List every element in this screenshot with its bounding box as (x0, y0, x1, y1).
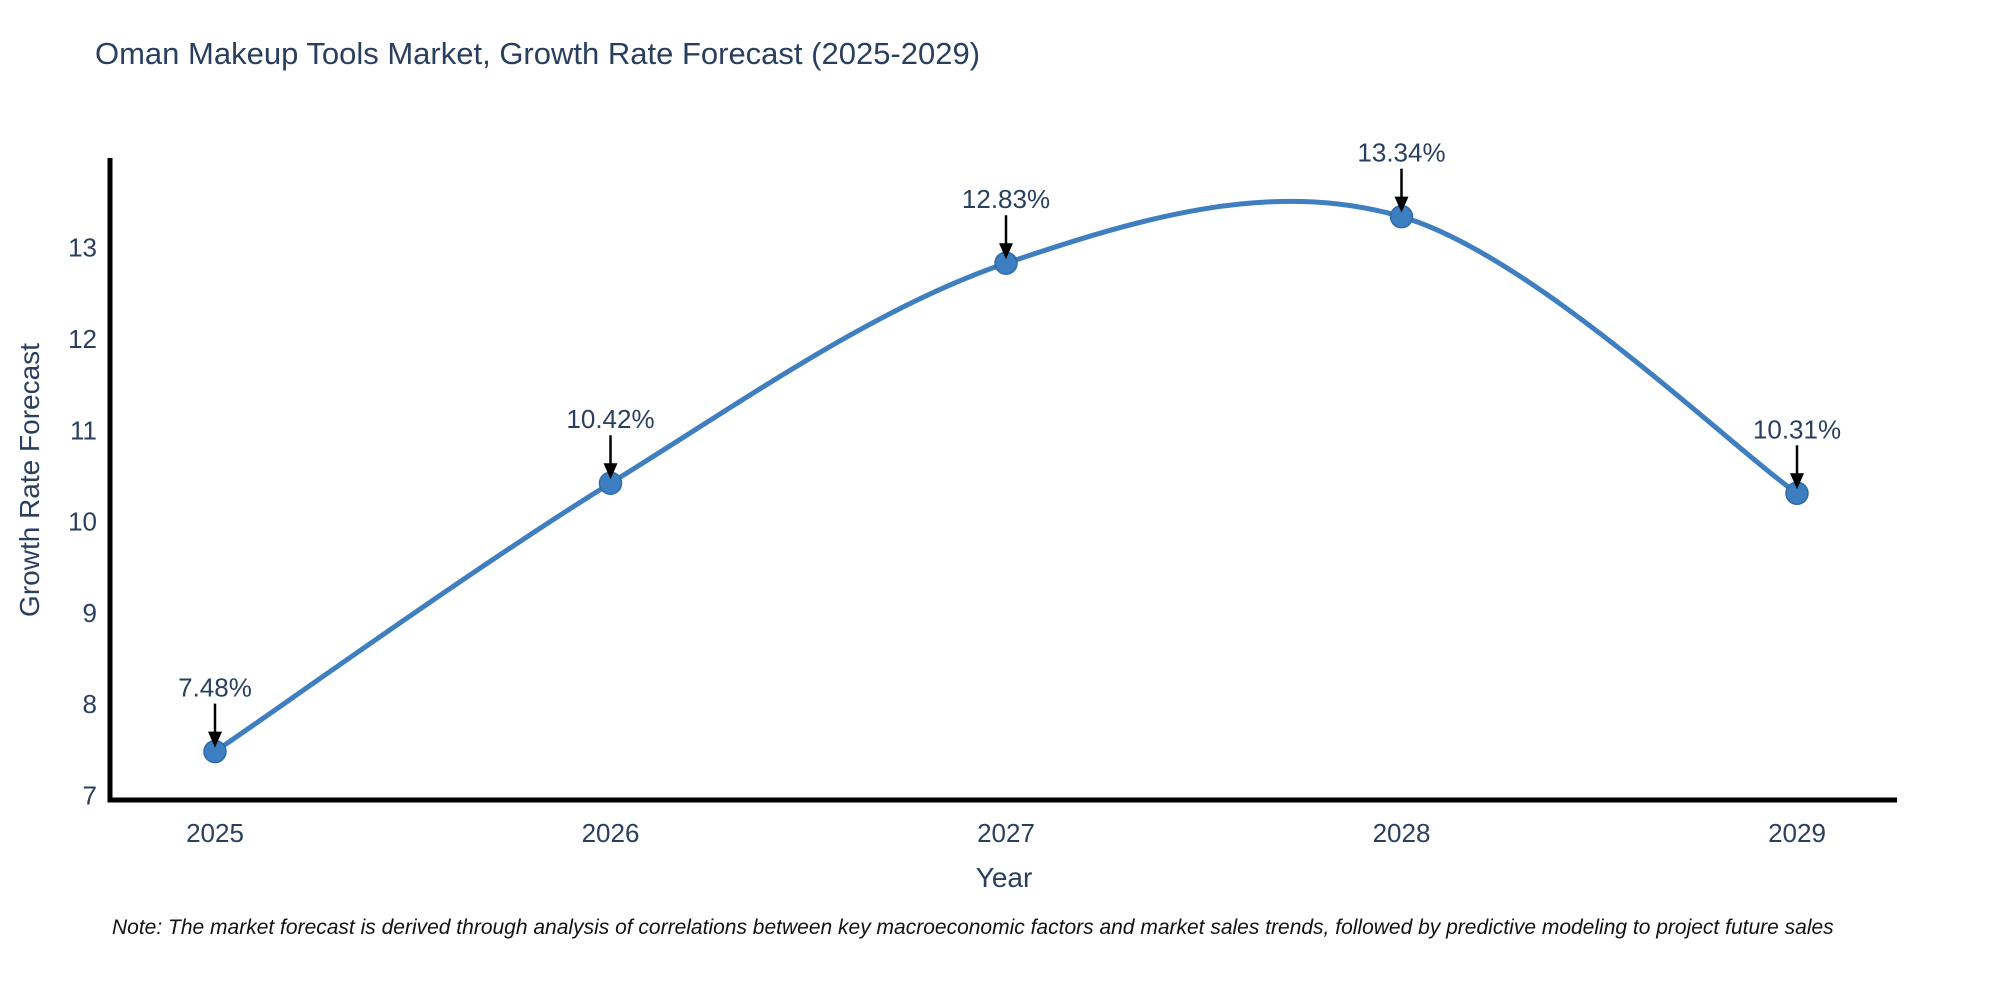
x-tick-label: 2025 (186, 818, 244, 848)
annotation-arrowhead (603, 463, 618, 480)
annotation-arrowhead (1790, 473, 1804, 490)
annotation-arrowhead (999, 243, 1013, 260)
y-tick-label: 13 (68, 233, 97, 263)
footnote: Note: The market forecast is derived thr… (112, 916, 1834, 939)
y-tick-label: 7 (83, 780, 97, 810)
x-tick-label: 2027 (977, 818, 1035, 848)
x-axis-title: Year (975, 862, 1033, 893)
y-axis-title: Growth Rate Forecast (14, 343, 45, 617)
y-tick-label: 10 (68, 507, 97, 537)
y-tick-label: 12 (68, 324, 97, 354)
y-tick-label: 9 (83, 598, 97, 628)
annotation-arrowhead (1394, 196, 1409, 213)
point-annotation: 10.31% (1753, 414, 1841, 444)
x-tick-label: 2029 (1768, 818, 1826, 848)
x-tick-label: 2026 (582, 818, 640, 848)
chart-title: Oman Makeup Tools Market, Growth Rate Fo… (95, 36, 981, 71)
point-annotation: 12.83% (962, 184, 1050, 214)
forecast-line (212, 198, 1800, 755)
annotation-arrowhead (208, 731, 222, 748)
x-tick-label: 2028 (1373, 818, 1431, 848)
point-annotation: 13.34% (1357, 138, 1445, 168)
point-annotation: 7.48% (178, 673, 252, 703)
point-annotation: 10.42% (566, 404, 654, 434)
y-tick-label: 8 (83, 689, 97, 719)
y-tick-label: 11 (70, 415, 97, 445)
